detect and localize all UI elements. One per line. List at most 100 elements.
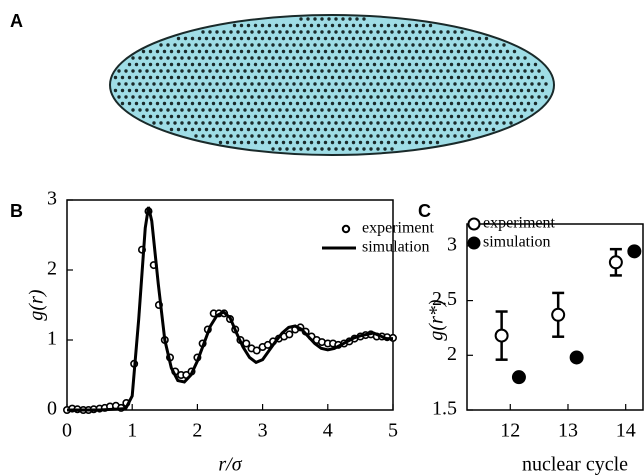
nucleus xyxy=(323,140,328,145)
nucleus xyxy=(204,127,209,132)
nucleus xyxy=(348,56,352,60)
nucleus xyxy=(446,95,450,99)
nucleus xyxy=(456,49,461,54)
nucleus xyxy=(351,62,356,67)
nucleus xyxy=(383,147,387,151)
nucleus xyxy=(432,134,436,138)
nucleus xyxy=(302,23,307,28)
nucleus xyxy=(460,121,464,125)
nucleus xyxy=(393,101,398,106)
nucleus xyxy=(463,62,468,67)
nucleus xyxy=(390,134,394,138)
nucleus xyxy=(285,69,289,73)
nucleus xyxy=(243,69,247,73)
nucleus xyxy=(320,147,324,151)
nucleus xyxy=(295,88,300,93)
nucleus xyxy=(117,69,121,73)
nucleus xyxy=(351,140,356,145)
nucleus xyxy=(463,127,468,132)
nucleus xyxy=(187,95,191,99)
nucleus xyxy=(470,36,475,41)
nucleus xyxy=(348,82,352,86)
nucleus xyxy=(260,62,265,67)
nucleus xyxy=(474,82,478,86)
nucleus xyxy=(334,108,338,112)
legend-swatch xyxy=(467,236,481,250)
nucleus xyxy=(271,43,275,47)
nucleus xyxy=(348,43,352,47)
nucleus xyxy=(309,36,314,41)
nucleus xyxy=(281,101,286,106)
nucleus xyxy=(425,56,429,60)
nucleus xyxy=(253,23,258,28)
nucleus xyxy=(225,127,230,132)
nucleus xyxy=(470,101,475,106)
nucleus xyxy=(348,108,352,112)
nucleus xyxy=(166,56,170,60)
nucleus xyxy=(348,30,352,34)
nucleus xyxy=(488,43,492,47)
nucleus xyxy=(411,95,415,99)
nucleus xyxy=(484,127,489,132)
nucleus xyxy=(369,56,373,60)
nucleus xyxy=(491,101,496,106)
nucleus xyxy=(288,114,293,119)
nucleus xyxy=(292,69,296,73)
nucleus xyxy=(523,56,527,60)
nucleus xyxy=(299,108,303,112)
nucleus xyxy=(113,75,118,80)
nucleus xyxy=(292,108,296,112)
nucleus xyxy=(376,95,380,99)
nucleus xyxy=(225,49,230,54)
nucleus xyxy=(414,36,419,41)
nucleus xyxy=(484,62,489,67)
nucleus xyxy=(316,23,321,28)
nucleus xyxy=(477,36,482,41)
nucleus xyxy=(425,82,429,86)
nucleus xyxy=(211,114,216,119)
nucleus xyxy=(474,121,478,125)
nucleus xyxy=(166,82,170,86)
nucleus xyxy=(519,75,524,80)
nucleus xyxy=(404,69,408,73)
nucleus xyxy=(341,95,345,99)
nucleus xyxy=(404,134,408,138)
nucleus xyxy=(421,36,426,41)
nucleus xyxy=(379,88,384,93)
nucleus xyxy=(281,75,286,80)
nucleus xyxy=(302,140,307,145)
nucleus xyxy=(236,43,240,47)
nucleus xyxy=(432,82,436,86)
nucleus xyxy=(313,147,317,151)
nucleus xyxy=(152,56,156,60)
nucleus xyxy=(376,121,380,125)
nucleus xyxy=(288,62,293,67)
nucleus xyxy=(232,140,237,145)
nucleus xyxy=(502,95,506,99)
nucleus xyxy=(365,127,370,132)
nucleus xyxy=(285,95,289,99)
nucleus xyxy=(383,43,387,47)
nucleus xyxy=(313,121,317,125)
nucleus xyxy=(306,82,310,86)
nucleus xyxy=(131,82,135,86)
y-tick-label: 1 xyxy=(47,328,57,350)
nucleus xyxy=(439,30,443,34)
nucleus xyxy=(201,108,205,112)
nucleus xyxy=(180,56,184,60)
nucleus xyxy=(260,36,265,41)
nucleus xyxy=(113,88,118,93)
nucleus xyxy=(267,23,272,28)
nucleus xyxy=(194,134,198,138)
nucleus xyxy=(162,101,167,106)
nucleus xyxy=(421,23,426,28)
nucleus xyxy=(425,121,429,125)
axes-frame xyxy=(66,199,394,411)
nucleus xyxy=(376,56,380,60)
nucleus xyxy=(288,140,293,145)
nucleus xyxy=(460,82,464,86)
nucleus xyxy=(327,82,331,86)
nucleus xyxy=(239,88,244,93)
nucleus xyxy=(393,127,398,132)
nucleus xyxy=(281,23,286,28)
